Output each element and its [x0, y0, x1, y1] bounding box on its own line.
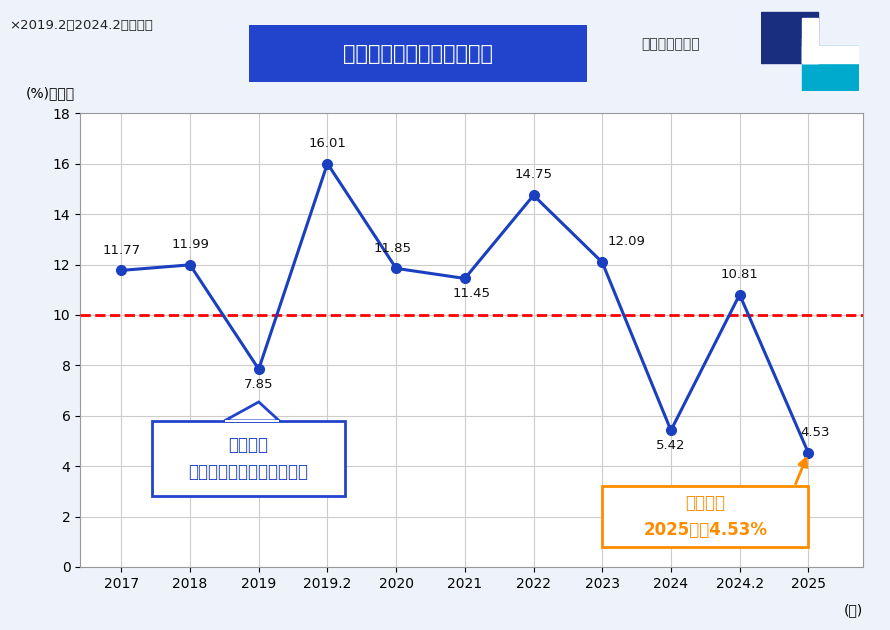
Text: 5.42: 5.42 [656, 439, 685, 452]
Text: 塾生代表選の投票率の推移: 塾生代表選の投票率の推移 [344, 43, 493, 64]
Bar [761, 12, 818, 63]
Text: 7.85: 7.85 [244, 377, 273, 391]
Text: ×2019.2、2024.2は再選挙: ×2019.2、2024.2は再選挙 [9, 19, 153, 32]
Bar [802, 47, 859, 91]
Text: 4.53: 4.53 [800, 426, 830, 439]
Bar [802, 38, 818, 63]
FancyBboxPatch shape [603, 486, 808, 547]
Text: 12.09: 12.09 [607, 236, 645, 248]
Text: 11.45: 11.45 [453, 287, 490, 300]
Polygon shape [225, 420, 279, 422]
Text: 11.85: 11.85 [374, 241, 412, 255]
FancyBboxPatch shape [249, 25, 587, 82]
Text: 16.01: 16.01 [309, 137, 346, 150]
Text: 11.77: 11.77 [102, 244, 141, 256]
Bar [802, 47, 859, 63]
Text: (%)投票率: (%)投票率 [25, 86, 75, 100]
Text: 11.99: 11.99 [171, 238, 209, 251]
Text: 初導入の
電子投票システムの不具合: 初導入の 電子投票システムの不具合 [189, 437, 309, 481]
FancyBboxPatch shape [152, 421, 344, 496]
Text: 塾生新聞会作成: 塾生新聞会作成 [641, 37, 700, 51]
Text: 14.75: 14.75 [514, 168, 553, 181]
Text: (年): (年) [844, 604, 863, 617]
Polygon shape [224, 402, 279, 421]
Bar [802, 18, 818, 63]
Text: 過去最低
2025年度4.53%: 過去最低 2025年度4.53% [643, 495, 767, 539]
Text: 10.81: 10.81 [721, 268, 758, 281]
